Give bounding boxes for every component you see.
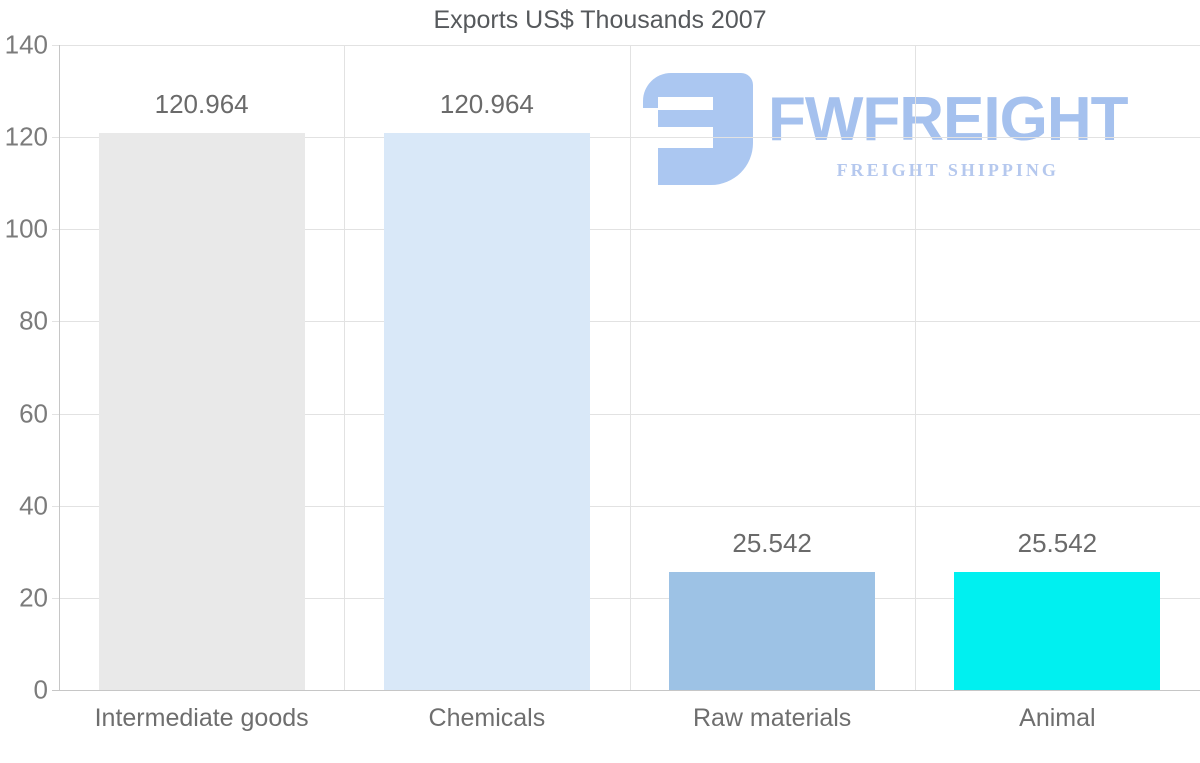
chart-title: Exports US$ Thousands 2007 bbox=[433, 6, 767, 34]
y-axis-tick-label: 60 bbox=[19, 398, 48, 429]
x-axis-category-label: Raw materials bbox=[692, 704, 852, 732]
gridline-horizontal bbox=[52, 45, 1200, 46]
brand-name: FWFREIGHT bbox=[768, 85, 1128, 154]
bar-raw-materials bbox=[669, 572, 875, 690]
x-axis-category-label: Animal bbox=[1019, 704, 1096, 732]
bar-chemicals bbox=[384, 133, 590, 690]
bar-value-label: 25.542 bbox=[1017, 528, 1098, 558]
bar-value-label: 25.542 bbox=[732, 528, 812, 558]
gridline-vertical bbox=[344, 45, 345, 690]
y-axis-tick-label: 20 bbox=[19, 582, 48, 613]
gridline-horizontal bbox=[52, 229, 1200, 231]
logo-notch-left bbox=[643, 108, 658, 185]
y-axis-tick-label: 40 bbox=[19, 490, 48, 521]
brand-watermark: FWFREIGHT FREIGHT SHIPPING bbox=[643, 73, 1128, 185]
gridline-vertical bbox=[630, 45, 631, 690]
gridline-horizontal bbox=[52, 137, 1200, 139]
y-axis-tick-label: 0 bbox=[33, 674, 48, 705]
y-axis-tick-label: 140 bbox=[4, 29, 48, 60]
gridline-horizontal bbox=[52, 413, 1200, 415]
fwfreight-logo-icon bbox=[643, 73, 753, 185]
bar-value-label: 120.964 bbox=[439, 89, 534, 119]
gridline-vertical bbox=[915, 45, 916, 690]
x-axis-category-label: Intermediate goods bbox=[94, 704, 309, 732]
x-axis-line bbox=[52, 690, 1200, 691]
gridline-horizontal bbox=[52, 597, 1200, 599]
y-axis-line bbox=[59, 45, 60, 690]
watermark-text: FWFREIGHT FREIGHT SHIPPING bbox=[768, 73, 1128, 181]
y-axis-tick-label: 120 bbox=[4, 121, 48, 152]
logo-notch-upper bbox=[658, 97, 713, 110]
bar-intermediate-goods bbox=[99, 133, 305, 690]
gridline-horizontal bbox=[52, 505, 1200, 507]
bar-animal bbox=[954, 572, 1160, 690]
x-axis-category-label: Chemicals bbox=[428, 704, 546, 732]
gridline-horizontal bbox=[52, 321, 1200, 323]
bar-value-label: 120.964 bbox=[154, 89, 249, 119]
y-axis-tick-label: 100 bbox=[4, 213, 48, 244]
brand-tagline: FREIGHT SHIPPING bbox=[836, 160, 1059, 180]
y-axis-tick-label: 80 bbox=[19, 305, 48, 336]
